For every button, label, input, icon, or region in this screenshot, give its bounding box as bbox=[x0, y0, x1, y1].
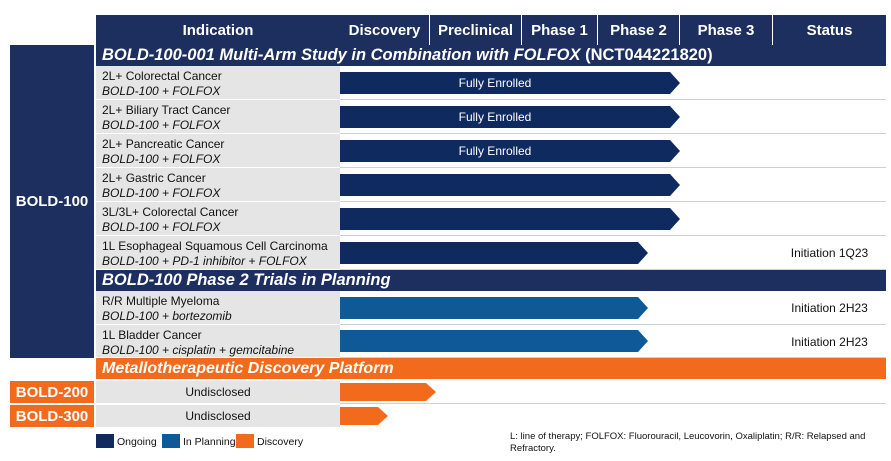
progress-bar-ongoing bbox=[340, 106, 680, 128]
row-divider bbox=[340, 134, 886, 168]
legend-swatch-discovery bbox=[236, 434, 254, 448]
undisclosed-row: Undisclosed bbox=[96, 405, 340, 427]
program-bold-200: BOLD-200 bbox=[10, 381, 94, 403]
indication-name: 1L Esophageal Squamous Cell Carcinoma bbox=[102, 239, 328, 253]
indication-drug: BOLD-100 + FOLFOX bbox=[102, 186, 221, 200]
row-divider bbox=[340, 325, 886, 358]
section-folfox-title: BOLD-100-001 Multi-Arm Study in Combinat… bbox=[102, 46, 581, 64]
row-divider bbox=[340, 291, 886, 325]
program-bold-100: BOLD-100 bbox=[10, 45, 94, 358]
legend-label-discovery: Discovery bbox=[257, 436, 304, 448]
progress-bar-ongoing bbox=[340, 140, 680, 162]
footnote: L: line of therapy; FOLFOX: Fluorouracil… bbox=[510, 431, 866, 454]
legend-swatch-ongoing bbox=[96, 434, 114, 448]
legend-label-ongoing: Ongoing bbox=[117, 436, 157, 448]
indication-row: R/R Multiple Myeloma BOLD-100 + bortezom… bbox=[96, 291, 340, 325]
indication-drug: BOLD-100 + FOLFOX bbox=[102, 118, 221, 132]
program-bold-300: BOLD-300 bbox=[10, 405, 94, 427]
indication-row: 2L+ Gastric Cancer BOLD-100 + FOLFOX bbox=[96, 168, 340, 202]
status-text: Initiation 2H23 bbox=[791, 334, 868, 349]
indication-name: 2L+ Colorectal Cancer bbox=[102, 69, 222, 83]
status-text: Initiation 2H23 bbox=[791, 301, 868, 315]
progress-bar-ongoing bbox=[340, 174, 680, 196]
indication-row: 1L Bladder Cancer BOLD-100 + cisplatin +… bbox=[96, 325, 340, 358]
row-divider bbox=[340, 66, 886, 100]
indication-row: 3L/3L+ Colorectal Cancer BOLD-100 + FOLF… bbox=[96, 202, 340, 236]
indication-name: 2L+ Biliary Tract Cancer bbox=[102, 103, 231, 117]
progress-bar-planning bbox=[340, 330, 648, 352]
indication-drug: BOLD-100 + FOLFOX bbox=[102, 84, 221, 98]
status-text: Initiation 1Q23 bbox=[790, 246, 869, 260]
header-preclinical: Preclinical bbox=[430, 15, 522, 45]
progress-bar-planning bbox=[340, 297, 648, 319]
bar-label: Fully Enrolled bbox=[458, 144, 532, 158]
header-phase3: Phase 3 bbox=[680, 15, 773, 45]
indication-drug: BOLD-100 + FOLFOX bbox=[102, 152, 221, 166]
undisclosed-row: Undisclosed bbox=[96, 381, 340, 403]
indication-drug: BOLD-100 + FOLFOX bbox=[102, 220, 221, 234]
row-divider bbox=[340, 100, 886, 134]
indication-name: 2L+ Pancreatic Cancer bbox=[102, 137, 225, 151]
indication-drug: BOLD-100 + bortezomib bbox=[102, 309, 232, 323]
indication-row: 2L+ Pancreatic Cancer BOLD-100 + FOLFOX bbox=[96, 134, 340, 168]
legend-label-planning: In Planning bbox=[183, 436, 236, 448]
progress-bar-discovery bbox=[340, 407, 388, 425]
section-folfox-nct: (NCT044221820) bbox=[585, 46, 713, 64]
section-platform: Metallotherapeutic Discovery Platform bbox=[96, 358, 886, 379]
indication-row: 2L+ Colorectal Cancer BOLD-100 + FOLFOX bbox=[96, 66, 340, 100]
row-divider bbox=[340, 168, 886, 202]
bar-label: Fully Enrolled bbox=[458, 76, 532, 90]
indication-name: R/R Multiple Myeloma bbox=[102, 294, 220, 308]
legend-swatch-planning bbox=[162, 434, 180, 448]
indication-name: 2L+ Gastric Cancer bbox=[102, 171, 206, 185]
progress-bar-discovery bbox=[340, 383, 436, 401]
header-phase1: Phase 1 bbox=[522, 15, 598, 45]
progress-bar-ongoing bbox=[340, 208, 680, 230]
header-indication: Indication bbox=[96, 15, 340, 45]
indication-drug: BOLD-100 + cisplatin + gemcitabine bbox=[102, 343, 295, 357]
progress-bar-ongoing bbox=[340, 242, 648, 264]
indication-row: 2L+ Biliary Tract Cancer BOLD-100 + FOLF… bbox=[96, 100, 340, 134]
section-folfox-study: BOLD-100-001 Multi-Arm Study in Combinat… bbox=[96, 45, 886, 66]
header-phase2: Phase 2 bbox=[598, 15, 680, 45]
indication-name: 1L Bladder Cancer bbox=[102, 328, 202, 342]
row-divider bbox=[340, 202, 886, 236]
header-status: Status bbox=[773, 15, 886, 45]
indication-drug: BOLD-100 + PD-1 inhibitor + FOLFOX bbox=[102, 254, 307, 268]
row-divider bbox=[340, 236, 886, 270]
row-divider bbox=[340, 381, 886, 404]
indication-row: 1L Esophageal Squamous Cell Carcinoma BO… bbox=[96, 236, 340, 270]
header-discovery: Discovery bbox=[340, 15, 430, 45]
section-planning: BOLD-100 Phase 2 Trials in Planning bbox=[96, 270, 886, 291]
indication-name: 3L/3L+ Colorectal Cancer bbox=[102, 205, 239, 219]
progress-bar-ongoing bbox=[340, 72, 680, 94]
bar-label: Fully Enrolled bbox=[458, 110, 532, 124]
